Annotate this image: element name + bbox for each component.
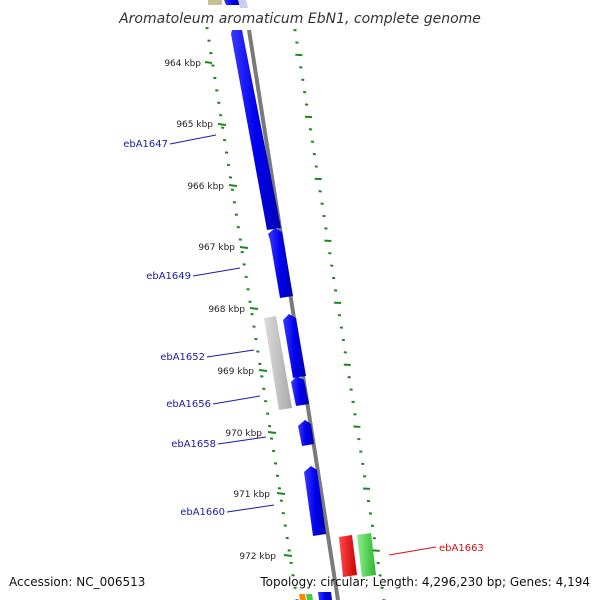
- map-title: Aromatoleum aromaticum EbN1, complete ge…: [118, 11, 481, 27]
- kbp-tick-mark: [249, 307, 259, 310]
- gene-label[interactable]: ebA1658: [171, 439, 216, 450]
- feature-cds: [283, 314, 306, 378]
- feature-other: [238, 0, 248, 8]
- kbp-label: 970 kbp: [225, 429, 262, 439]
- kbp-label: 971 kbp: [233, 490, 270, 500]
- kbp-tick-mark: [217, 123, 227, 126]
- kbp-tick-mark: [228, 184, 238, 187]
- kbp-label: 969 kbp: [217, 367, 254, 377]
- feature-cds: [231, 30, 281, 230]
- feature-other: [306, 594, 313, 600]
- feature-cds: [291, 376, 309, 406]
- kbp-label: 966 kbp: [187, 182, 224, 192]
- kbp-tick-mark: [267, 431, 277, 434]
- gene-label[interactable]: ebA1656: [166, 399, 211, 410]
- gene-leader-line: [169, 134, 217, 145]
- tick-guides: [205, 27, 386, 600]
- feature-highlight-green: [357, 533, 376, 577]
- gene-leader-line: [212, 395, 261, 405]
- gene-leader-line: [192, 267, 241, 277]
- feature-other: [299, 594, 306, 600]
- gene-leader-line: [226, 504, 275, 513]
- gene-label[interactable]: ebA1649: [146, 271, 191, 282]
- feature-cds: [318, 592, 332, 600]
- accession-text: Accession: NC_006513: [9, 575, 145, 589]
- kbp-tick-mark: [239, 246, 249, 249]
- gene-leader-line: [217, 436, 267, 445]
- kbp-ticks: 964 kbp 965 kbp 966 kbp 967 kbp 968 kbp …: [164, 59, 293, 562]
- feature-other: [264, 316, 292, 410]
- feature-track: [208, 0, 376, 600]
- gene-label[interactable]: ebA1660: [180, 507, 225, 518]
- gene-leader-line: [388, 546, 437, 556]
- genome-backbone: [247, 29, 340, 600]
- feature-cds: [298, 420, 314, 446]
- kbp-tick-mark: [204, 61, 213, 64]
- kbp-label: 968 kbp: [208, 305, 245, 315]
- feature-cds: [224, 0, 240, 5]
- kbp-tick-mark: [258, 369, 268, 372]
- gene-labels: ebA1647 ebA1649 ebA1652 ebA1656 ebA1658 …: [123, 134, 484, 556]
- kbp-label: 964 kbp: [164, 59, 201, 69]
- genome-summary-text: Topology: circular; Length: 4,296,230 bp…: [259, 575, 590, 589]
- feature-other: [208, 0, 222, 5]
- gene-label[interactable]: ebA1647: [123, 139, 168, 150]
- kbp-label: 965 kbp: [176, 120, 213, 130]
- feature-cds: [304, 466, 326, 536]
- gene-label[interactable]: ebA1652: [160, 352, 205, 363]
- gene-label[interactable]: ebA1663: [439, 543, 484, 554]
- kbp-label: 972 kbp: [239, 552, 276, 562]
- feature-cds: [268, 228, 293, 298]
- feature-highlight-red: [339, 535, 357, 577]
- gene-leader-line: [206, 349, 255, 358]
- kbp-label: 967 kbp: [198, 243, 235, 253]
- kbp-tick-mark: [283, 554, 293, 557]
- kbp-tick-mark: [276, 492, 286, 495]
